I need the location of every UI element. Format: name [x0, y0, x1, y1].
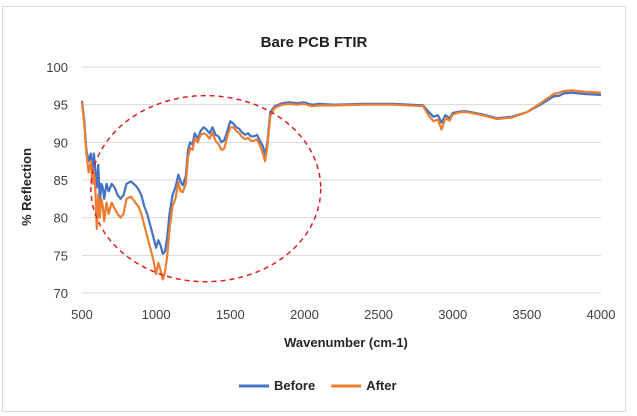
x-tick-label: 3000 — [438, 307, 467, 322]
series-line-before — [80, 91, 602, 255]
gridlines — [82, 66, 601, 294]
x-tick-label: 1500 — [216, 307, 245, 322]
chart-frame: Bare PCB FTIR 70 75 80 85 90 95 100 500 1000 150… — [2, 6, 626, 412]
y-tick-label: 70 — [54, 286, 68, 301]
x-tick-label: 2500 — [364, 307, 393, 322]
y-tick-labels: 70 75 80 85 90 95 100 — [46, 60, 68, 301]
series-lines — [80, 89, 602, 281]
y-tick-label: 75 — [54, 248, 68, 263]
series-line-after — [80, 89, 602, 281]
y-tick-label: 85 — [54, 173, 68, 188]
ftir-chart: Bare PCB FTIR 70 75 80 85 90 95 100 500 1000 150… — [19, 34, 615, 393]
x-tick-label: 3500 — [512, 307, 541, 322]
legend-label-before: Before — [274, 378, 315, 393]
y-tick-label: 95 — [54, 98, 68, 113]
highlight-ellipse — [90, 94, 322, 283]
x-tick-label: 4000 — [587, 307, 616, 322]
x-tick-label: 2000 — [290, 307, 319, 322]
x-tick-label: 1000 — [142, 307, 171, 322]
y-tick-label: 100 — [46, 60, 68, 75]
legend: Before After — [239, 378, 397, 393]
y-axis-label: % Reflection — [19, 148, 34, 226]
x-tick-label: 500 — [71, 307, 93, 322]
chart-title: Bare PCB FTIR — [261, 34, 368, 51]
y-tick-label: 80 — [54, 211, 68, 226]
y-tick-label: 90 — [54, 135, 68, 150]
legend-label-after: After — [366, 378, 396, 393]
x-axis-label: Wavenumber (cm-1) — [284, 335, 408, 350]
x-tick-labels: 500 1000 1500 2000 2500 3000 3500 4000 — [71, 307, 615, 322]
